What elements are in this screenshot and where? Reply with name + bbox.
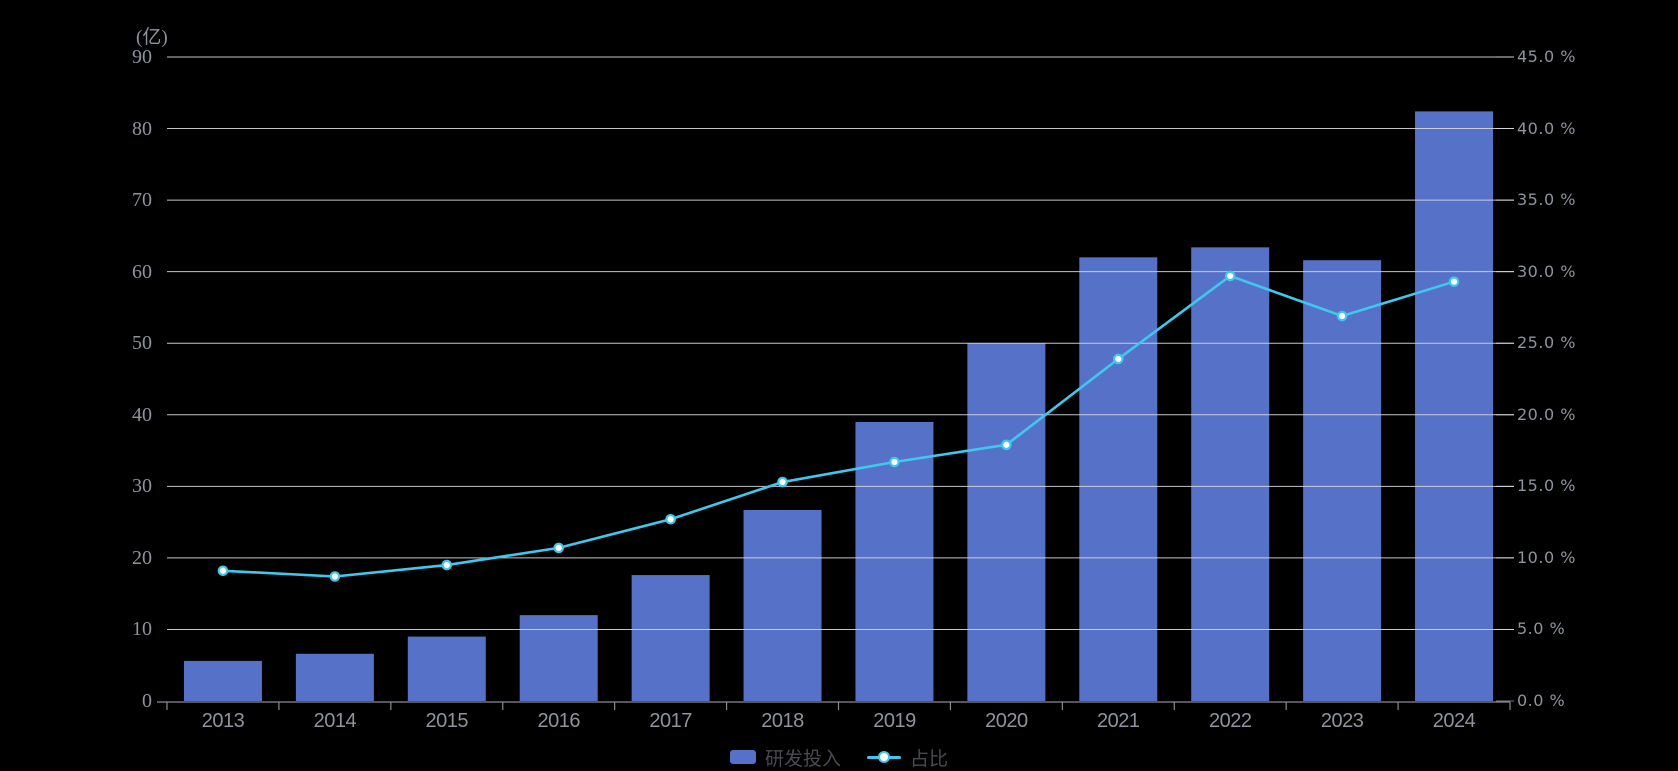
left-axis-tick-50: 50 [132, 332, 152, 355]
legend-bar-label: 研发投入 [764, 748, 841, 770]
left-axis-tick-60: 60 [132, 260, 152, 283]
trend-line [221, 274, 1456, 578]
bar-2015[interactable] [407, 636, 486, 701]
legend-item-bar-series[interactable]: 研发投入 [729, 744, 841, 771]
bar-series-swatch-icon [729, 750, 756, 764]
left-axis-tick-0: 0 [142, 690, 152, 712]
line-point-2014[interactable] [329, 571, 341, 582]
right-axis-tick-45: 45.0 % [1517, 47, 1576, 66]
x-axis-tick-2014: 2014 [313, 710, 357, 732]
right-axis-tick-5: 5.0 % [1517, 619, 1566, 639]
bar-2024[interactable] [1415, 111, 1494, 702]
x-axis-tick-2019: 2019 [873, 710, 916, 732]
x-axis-tick-2024: 2024 [1432, 710, 1476, 732]
left-axis-tick-80: 80 [132, 117, 152, 140]
bar-2022[interactable] [1191, 247, 1270, 702]
x-axis-tick-2021: 2021 [1097, 710, 1140, 732]
left-axis-tick-30: 30 [132, 475, 152, 498]
bar-2020[interactable] [967, 343, 1046, 701]
bar-2016[interactable] [519, 615, 598, 701]
right-axis-tick-10: 10.0 % [1517, 547, 1576, 567]
x-axis-tick-2020: 2020 [985, 710, 1028, 732]
x-axis-tick-2018: 2018 [761, 710, 804, 732]
x-axis-tick-2017: 2017 [649, 710, 692, 732]
bar-2023[interactable] [1303, 260, 1382, 701]
right-axis-tick-0: 0.0 % [1517, 691, 1566, 710]
bar-2018[interactable] [743, 509, 822, 701]
line-point-2015[interactable] [441, 559, 453, 571]
line-point-2018[interactable] [777, 476, 788, 488]
legend-line-label: 占比 [910, 748, 949, 770]
legend: 研发投入 占比 [0, 743, 1678, 771]
x-axis-tick-2013: 2013 [201, 710, 245, 732]
x-axis-tick-2023: 2023 [1320, 710, 1364, 732]
line-point-2023[interactable] [1336, 310, 1348, 322]
left-axis-tick-70: 70 [132, 189, 152, 212]
left-axis-tick-20: 20 [132, 546, 152, 569]
line-point-2022[interactable] [1224, 270, 1236, 282]
bar-2013[interactable] [183, 660, 262, 701]
line-point-2020[interactable] [1001, 439, 1012, 451]
left-axis-tick-90: 90 [132, 46, 152, 68]
line-point-2024[interactable] [1448, 276, 1460, 287]
x-axis-tick-2016: 2016 [537, 710, 580, 732]
left-axis-unit-label: (亿) [136, 27, 168, 48]
left-axis-tick-40: 40 [132, 403, 152, 426]
line-point-2016[interactable] [553, 542, 565, 554]
right-axis-tick-35: 35.0 % [1517, 190, 1576, 210]
right-axis-tick-20: 20.0 % [1517, 404, 1576, 424]
x-axis-tick-2022: 2022 [1208, 710, 1252, 732]
line-point-2017[interactable] [665, 513, 676, 525]
left-axis-tick-10: 10 [132, 618, 152, 641]
right-axis-tick-15: 15.0 % [1517, 476, 1576, 496]
right-axis-tick-30: 30.0 % [1517, 261, 1576, 281]
right-axis-tick-25: 25.0 % [1517, 333, 1576, 353]
bar-2014[interactable] [295, 653, 374, 701]
bar-2017[interactable] [631, 575, 710, 701]
right-axis-tick-40: 40.0 % [1517, 118, 1576, 138]
line-point-2013[interactable] [217, 565, 229, 577]
line-point-2021[interactable] [1112, 353, 1124, 365]
line-point-2019[interactable] [889, 456, 900, 468]
line-series-swatch-icon [867, 750, 901, 764]
bar-2019[interactable] [855, 421, 934, 701]
x-axis-tick-2015: 2015 [425, 710, 469, 732]
bar-2021[interactable] [1079, 257, 1158, 701]
legend-item-line-series[interactable]: 占比 [867, 744, 948, 771]
